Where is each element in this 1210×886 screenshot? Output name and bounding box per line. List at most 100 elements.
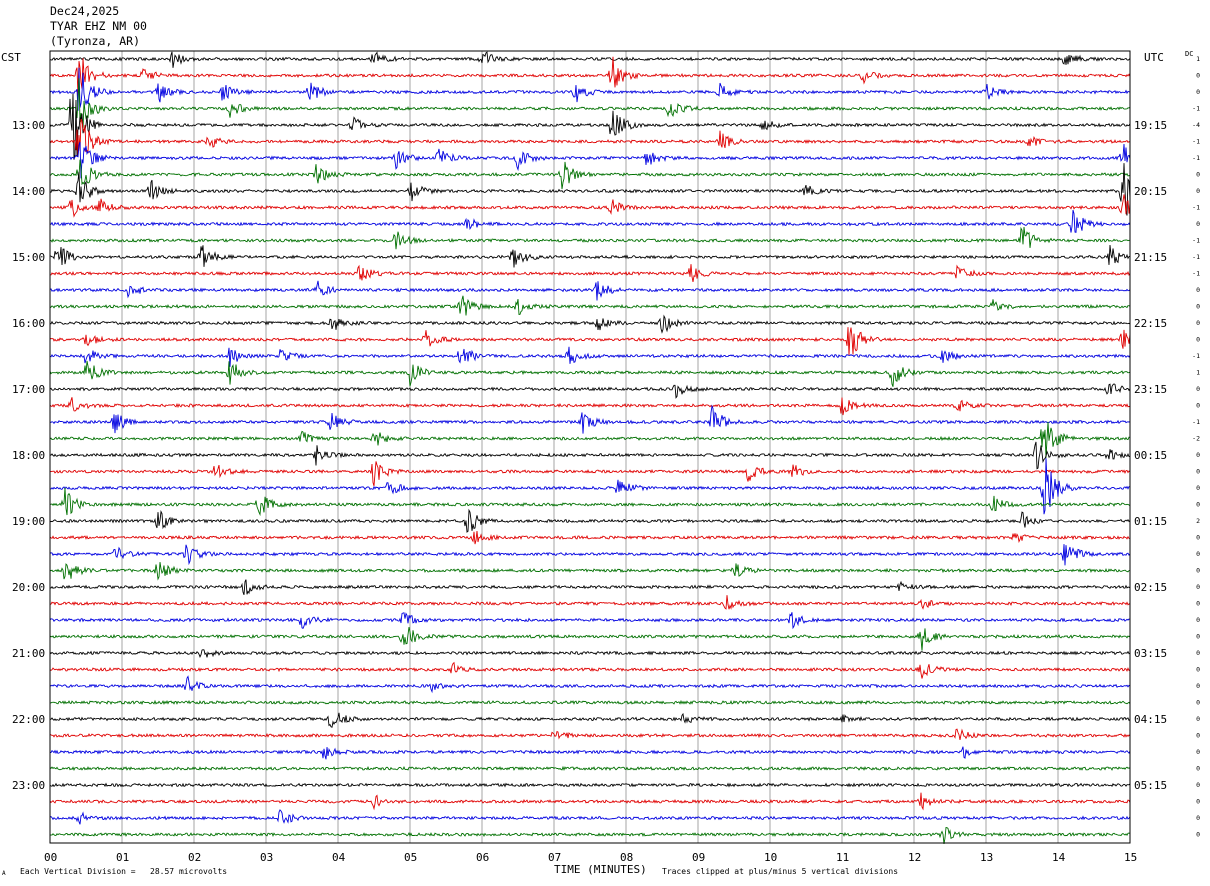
left-hour-labels: 13:00 14:00 15:00 16:00 17:00 18:00 19:00 20:00… — [12, 119, 45, 792]
x-tick-label: 09 — [692, 851, 705, 864]
seismic-trace-9 — [49, 194, 1131, 218]
right-hour-label: 05:15 — [1134, 779, 1167, 792]
right-hour-label: 23:15 — [1134, 383, 1167, 396]
x-axis-label: TIME (MINUTES) — [554, 863, 647, 876]
dc-offset-labels: 1 0 0 -1 -4 -1 -1 0 0 -1 0 -1 -1 -1 0 0 0 0 -1 1 0 0 -1 -2 0 0 0 0 2… — [1192, 55, 1200, 839]
dc-offset-value: -1 — [1192, 105, 1200, 113]
dc-offset-value: 0 — [1196, 534, 1200, 542]
left-hour-label: 13:00 — [12, 119, 45, 132]
dc-offset-value: 0 — [1196, 732, 1200, 740]
seismic-trace-46 — [49, 809, 1131, 825]
dc-offset-value: 0 — [1196, 402, 1200, 410]
left-hour-label: 19:00 — [12, 515, 45, 528]
right-hour-label: 02:15 — [1134, 581, 1167, 594]
dc-offset-value: -1 — [1192, 352, 1200, 360]
seismic-trace-3 — [49, 78, 1131, 131]
dc-offset-value: 0 — [1196, 765, 1200, 773]
x-tick-label: 05 — [404, 851, 417, 864]
x-tick-label: 11 — [836, 851, 849, 864]
seismic-trace-27 — [49, 487, 1131, 517]
dc-offset-value: -2 — [1192, 435, 1200, 443]
seismic-trace-20 — [49, 383, 1131, 399]
seismic-trace-41 — [49, 728, 1131, 740]
dc-offset-value: 0 — [1196, 633, 1200, 641]
left-hour-label: 20:00 — [12, 581, 45, 594]
dc-offset-value: -1 — [1192, 270, 1200, 278]
right-hour-label: 03:15 — [1134, 647, 1167, 660]
dc-offset-value: 0 — [1196, 748, 1200, 756]
dc-offset-value: 0 — [1196, 88, 1200, 96]
seismic-trace-36 — [49, 649, 1131, 658]
dc-offset-value: 0 — [1196, 583, 1200, 591]
dc-offset-value: 0 — [1196, 501, 1200, 509]
dc-offset-value: 0 — [1196, 319, 1200, 327]
dc-offset-value: 0 — [1196, 567, 1200, 575]
x-tick-label: 10 — [764, 851, 777, 864]
dc-offset-value: 0 — [1196, 814, 1200, 822]
seismic-trace-4 — [49, 93, 1131, 160]
dc-offset-value: -1 — [1192, 418, 1200, 426]
right-hour-label: 00:15 — [1134, 449, 1167, 462]
seismic-trace-37 — [49, 661, 1131, 679]
seismic-trace-31 — [49, 562, 1131, 581]
dc-offset-value: 0 — [1196, 187, 1200, 195]
seismic-trace-22 — [49, 404, 1131, 434]
right-hour-label: 04:15 — [1134, 713, 1167, 726]
dc-offset-value: 0 — [1196, 451, 1200, 459]
dc-offset-value: 0 — [1196, 385, 1200, 393]
left-hour-label: 23:00 — [12, 779, 45, 792]
x-tick-label: 12 — [908, 851, 921, 864]
dc-label: DC — [1185, 50, 1193, 58]
seismic-trace-8 — [49, 163, 1131, 216]
seismic-trace-16 — [49, 314, 1131, 334]
seismic-trace-21 — [49, 397, 1131, 416]
right-hour-label: 21:15 — [1134, 251, 1167, 264]
left-hour-label: 22:00 — [12, 713, 45, 726]
x-tick-label: 00 — [44, 851, 57, 864]
dc-offset-value: 1 — [1196, 55, 1200, 63]
seismic-trace-38 — [49, 675, 1131, 694]
chart-station: TYAR EHZ NM 00 — [50, 19, 147, 33]
seismic-trace-17 — [49, 327, 1131, 356]
x-tick-label: 14 — [1052, 851, 1066, 864]
seismic-trace-42 — [50, 746, 1131, 760]
seismic-trace-40 — [49, 712, 1131, 728]
seismic-trace-24 — [49, 441, 1131, 470]
chart-header: Dec24,2025 TYAR EHZ NM 00 (Tyronza, AR) — [50, 4, 147, 49]
dc-offset-value: 0 — [1196, 600, 1200, 608]
seismic-trace-23 — [49, 421, 1131, 458]
dc-offset-value: 0 — [1196, 616, 1200, 624]
dc-offset-value: 0 — [1196, 649, 1200, 657]
seismic-trace-12 — [49, 244, 1131, 268]
scale-note: Each Vertical Division = 28.57 microvolt… — [20, 867, 228, 876]
minute-grid — [121, 51, 1059, 843]
seismic-trace-19 — [49, 360, 1131, 387]
clip-note: Traces clipped at plus/minus 5 vertical … — [662, 867, 899, 876]
dc-offset-value: -1 — [1192, 204, 1200, 212]
trace-lines — [49, 51, 1131, 844]
corner-mark: A — [2, 870, 6, 877]
seismic-trace-33 — [49, 595, 1131, 610]
dc-offset-value: -1 — [1192, 138, 1200, 146]
seismic-trace-1 — [49, 56, 1131, 97]
dc-offset-value: -1 — [1192, 154, 1200, 162]
seismic-trace-39 — [50, 699, 1131, 706]
x-tick-label: 15 — [1124, 851, 1137, 864]
seismic-trace-43 — [49, 765, 1131, 772]
dc-offset-value: 0 — [1196, 831, 1200, 839]
dc-offset-value: 0 — [1196, 781, 1200, 789]
right-hour-label: 01:15 — [1134, 515, 1167, 528]
dc-offset-value: 0 — [1196, 484, 1200, 492]
right-hour-label: 20:15 — [1134, 185, 1167, 198]
plot-frame — [49, 50, 1131, 844]
dc-offset-value: 0 — [1196, 715, 1200, 723]
seismic-trace-30 — [49, 544, 1131, 566]
dc-offset-value: 0 — [1196, 220, 1200, 228]
x-tick-label: 02 — [188, 851, 201, 864]
dc-offset-value: -1 — [1192, 237, 1200, 245]
seismic-trace-2 — [49, 67, 1131, 111]
right-hour-label: 22:15 — [1134, 317, 1167, 330]
left-timezone-label: CST — [1, 51, 21, 64]
x-tick-label: 04 — [332, 851, 346, 864]
dc-offset-value: 0 — [1196, 682, 1200, 690]
